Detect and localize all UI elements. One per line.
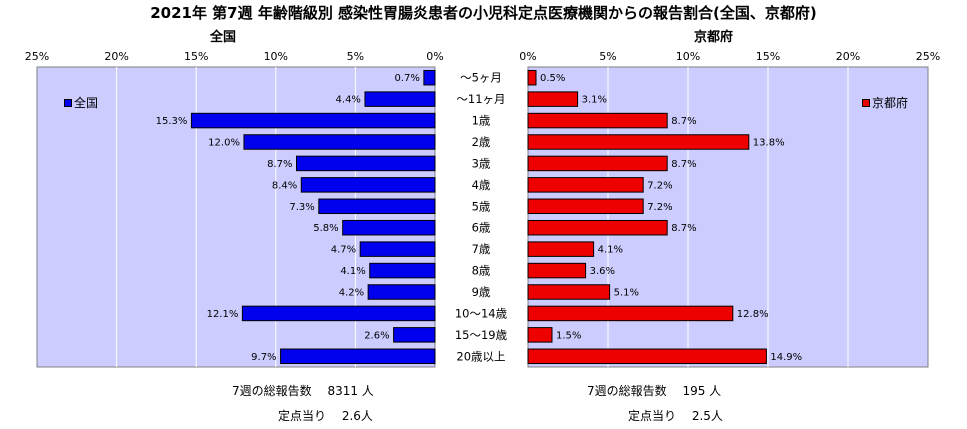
national-tick-label: 10% bbox=[264, 50, 288, 63]
kyoto-bar bbox=[527, 241, 595, 257]
national-bar bbox=[318, 198, 436, 215]
national-total-reports: 7週の総報告数 8311 人 bbox=[232, 384, 374, 398]
national-data-label: 9.7% bbox=[251, 352, 276, 363]
national-bar bbox=[190, 112, 436, 129]
national-bar bbox=[369, 262, 436, 279]
kyoto-data-label: 7.2% bbox=[647, 180, 672, 191]
category-label: 5歳 bbox=[472, 199, 491, 213]
national-bar bbox=[364, 91, 436, 107]
kyoto-data-label: 8.7% bbox=[671, 159, 696, 170]
kyoto-tick-label: 10% bbox=[676, 50, 700, 63]
national-legend-swatch bbox=[64, 98, 72, 107]
kyoto-data-label: 8.7% bbox=[671, 223, 696, 234]
national-data-label: 2.6% bbox=[364, 330, 389, 341]
national-data-label: 8.7% bbox=[267, 159, 292, 170]
kyoto-bar bbox=[527, 134, 750, 150]
national-bar bbox=[342, 219, 436, 236]
national-panel-title: 全国 bbox=[210, 30, 237, 45]
national-data-label: 4.1% bbox=[340, 266, 365, 277]
national-bar bbox=[359, 241, 436, 257]
national-data-label: 4.7% bbox=[331, 245, 356, 256]
category-label: ～11ヶ月 bbox=[456, 92, 505, 106]
category-label: 8歳 bbox=[472, 264, 491, 278]
national-data-label: 8.4% bbox=[272, 180, 297, 191]
national-bar bbox=[243, 134, 436, 150]
kyoto-bar bbox=[527, 198, 644, 215]
category-label: 3歳 bbox=[472, 156, 491, 170]
kyoto-data-label: 0.5% bbox=[540, 73, 565, 84]
category-label: 2歳 bbox=[472, 135, 491, 149]
kyoto-total-reports: 7週の総報告数 195 人 bbox=[587, 384, 722, 398]
category-label: 1歳 bbox=[472, 114, 491, 128]
chart-title: 2021年 第7週 年齢階級別 感染性胃腸炎患者の小児科定点医療機関からの報告割… bbox=[150, 4, 817, 22]
category-label: 6歳 bbox=[472, 221, 491, 235]
kyoto-plot-area bbox=[527, 66, 929, 368]
national-bar bbox=[280, 348, 436, 365]
kyoto-tick-label: 25% bbox=[916, 50, 940, 63]
category-label: 9歳 bbox=[472, 285, 491, 299]
national-legend: 全国 bbox=[64, 94, 98, 111]
kyoto-legend: 京都府 bbox=[862, 94, 908, 111]
kyoto-bar bbox=[527, 155, 668, 172]
kyoto-data-label: 3.6% bbox=[590, 266, 615, 277]
kyoto-bar bbox=[527, 284, 611, 300]
national-per-site: 定点当り 2.6人 bbox=[278, 409, 373, 423]
kyoto-data-label: 13.8% bbox=[753, 138, 785, 149]
kyoto-bar bbox=[527, 305, 734, 322]
national-data-label: 7.3% bbox=[289, 202, 314, 213]
kyoto-data-label: 14.9% bbox=[770, 352, 802, 363]
national-legend-label: 全国 bbox=[74, 96, 99, 110]
kyoto-bar bbox=[527, 69, 537, 86]
kyoto-data-label: 4.1% bbox=[598, 245, 623, 256]
category-label: ～5ヶ月 bbox=[460, 71, 502, 85]
kyoto-data-label: 1.5% bbox=[556, 330, 581, 341]
kyoto-bar bbox=[527, 348, 767, 365]
kyoto-tick-label: 5% bbox=[599, 50, 616, 63]
category-label: 10～14歳 bbox=[455, 306, 508, 320]
kyoto-bar bbox=[527, 262, 587, 279]
national-plot-area bbox=[36, 66, 436, 368]
national-bar bbox=[295, 155, 436, 172]
category-label: 7歳 bbox=[472, 242, 491, 256]
kyoto-tick-label: 15% bbox=[756, 50, 780, 63]
national-tick-label: 0% bbox=[426, 50, 443, 63]
kyoto-data-label: 12.8% bbox=[737, 309, 769, 320]
kyoto-data-label: 7.2% bbox=[647, 202, 672, 213]
national-tick-label: 25% bbox=[25, 50, 49, 63]
kyoto-bar bbox=[527, 91, 579, 107]
national-bar bbox=[241, 305, 436, 322]
kyoto-bar bbox=[527, 112, 668, 129]
national-tick-label: 5% bbox=[347, 50, 364, 63]
national-data-label: 4.4% bbox=[336, 95, 361, 106]
national-tick-label: 20% bbox=[104, 50, 128, 63]
kyoto-data-label: 8.7% bbox=[671, 116, 696, 127]
national-data-label: 5.8% bbox=[313, 223, 338, 234]
national-data-label: 12.0% bbox=[208, 138, 240, 149]
national-data-label: 0.7% bbox=[394, 73, 419, 84]
kyoto-bar bbox=[527, 327, 553, 343]
kyoto-legend-swatch bbox=[862, 98, 870, 107]
kyoto-per-site: 定点当り 2.5人 bbox=[628, 409, 723, 423]
kyoto-bar bbox=[527, 177, 644, 193]
category-label: 20歳以上 bbox=[456, 349, 505, 363]
kyoto-tick-label: 0% bbox=[519, 50, 536, 63]
category-label: 15～19歳 bbox=[455, 328, 508, 342]
category-label: 4歳 bbox=[472, 178, 491, 192]
national-bar bbox=[367, 284, 436, 300]
kyoto-data-label: 5.1% bbox=[614, 288, 639, 299]
national-tick-label: 15% bbox=[184, 50, 208, 63]
kyoto-tick-label: 20% bbox=[836, 50, 860, 63]
national-data-label: 4.2% bbox=[339, 288, 364, 299]
national-data-label: 15.3% bbox=[156, 116, 188, 127]
kyoto-data-label: 3.1% bbox=[582, 95, 607, 106]
national-bar bbox=[393, 327, 436, 343]
kyoto-panel-title: 京都府 bbox=[694, 30, 734, 45]
kyoto-legend-label: 京都府 bbox=[872, 96, 909, 110]
national-data-label: 12.1% bbox=[207, 309, 239, 320]
national-bar bbox=[423, 69, 436, 86]
kyoto-bar bbox=[527, 219, 668, 236]
national-bar bbox=[300, 177, 436, 193]
